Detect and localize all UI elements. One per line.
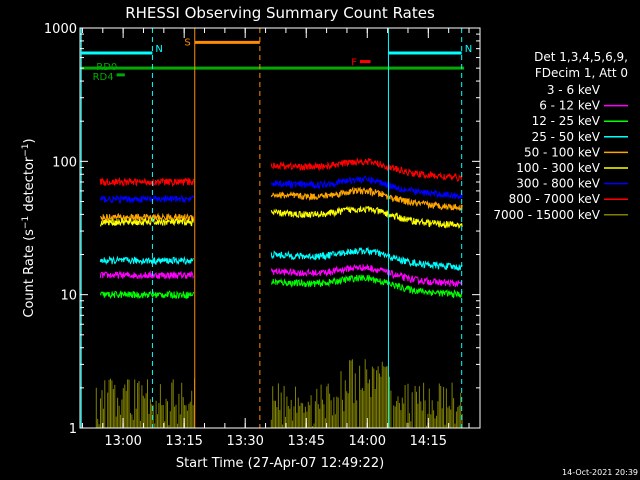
footer-timestamp: 14-Oct-2021 20:39	[562, 468, 638, 477]
series-curves	[95, 156, 463, 428]
legend-label-5: 100 - 300 keV	[516, 161, 600, 175]
series-line-2	[271, 274, 463, 299]
y-tick-label: 100	[52, 155, 77, 170]
series-line-0	[270, 279, 463, 322]
flag-label-0: N	[155, 44, 162, 55]
series-line-4	[270, 186, 463, 211]
y-tick-label: 1000	[44, 22, 77, 37]
flag-label-2: S	[184, 37, 190, 48]
x-tick-label: 13:45	[288, 434, 325, 449]
y-axis-label: Count Rate (s−1 detector−1)	[21, 138, 37, 317]
flag-label-4: RD0	[96, 62, 117, 73]
legend-label-4: 50 - 100 keV	[524, 145, 601, 159]
legend-label-6: 300 - 800 keV	[516, 177, 600, 191]
series-line-1	[270, 263, 463, 288]
legend: Det 1,3,4,5,6,9, FDecim 1, Att 0 3 - 6 k…	[493, 50, 628, 222]
series-line-7	[99, 176, 195, 188]
flag-label-3: F	[351, 58, 357, 69]
legend-label-3: 25 - 50 keV	[532, 130, 601, 144]
flag-label-1: N	[465, 44, 472, 55]
series-line-4	[100, 212, 195, 223]
series-line-7	[270, 156, 463, 182]
y-tick-label: 10	[60, 289, 77, 304]
series-line-0	[99, 306, 195, 336]
series-line-1	[99, 270, 195, 280]
plot-frame	[79, 27, 481, 429]
legend-header: FDecim 1, Att 0	[535, 66, 628, 80]
x-tick-label: 13:15	[165, 434, 202, 449]
series-line-5	[99, 217, 194, 228]
legend-label-7: 800 - 7000 keV	[509, 192, 601, 206]
legend-label-2: 12 - 25 keV	[532, 114, 601, 128]
series-line-6	[99, 194, 195, 204]
legend-label-1: 6 - 12 keV	[539, 99, 601, 113]
series-line-3	[99, 255, 194, 266]
x-tick-label: 13:30	[226, 434, 263, 449]
y-tick-label: 1	[69, 422, 77, 437]
series-line-3	[270, 246, 463, 271]
legend-header: Det 1,3,4,5,6,9,	[534, 50, 628, 64]
y-axis-label-superscript: −1	[21, 216, 31, 229]
x-axis-label: Start Time (27-Apr-07 12:49:22)	[176, 456, 384, 471]
x-tick-label: 14:00	[349, 434, 386, 449]
legend-label-0: 3 - 6 keV	[547, 83, 601, 97]
y-axis-label-part: )	[22, 138, 37, 143]
series-line-5	[270, 205, 463, 229]
series-line-2	[99, 290, 195, 300]
x-tick-label: 13:00	[104, 434, 141, 449]
y-axis-label-part: detector	[22, 156, 37, 216]
series-line-6	[270, 175, 463, 200]
x-tick-label: 14:15	[410, 434, 447, 449]
chart-title: RHESSI Observing Summary Count Rates	[125, 4, 435, 22]
flag-label-5: RD4	[93, 72, 114, 83]
legend-label-8: 7000 - 15000 keV	[493, 208, 600, 222]
y-axis-label-part: Count Rate (s	[22, 229, 37, 318]
vertical-markers	[80, 28, 463, 428]
y-ticks: 1 10 100 1000	[44, 22, 480, 437]
y-axis-label-superscript: −1	[21, 143, 31, 156]
flag-bars	[81, 40, 465, 77]
series-line-8	[95, 359, 463, 428]
x-ticks: 13:00 13:15 13:30 13:45 14:00 14:15	[81, 28, 470, 449]
